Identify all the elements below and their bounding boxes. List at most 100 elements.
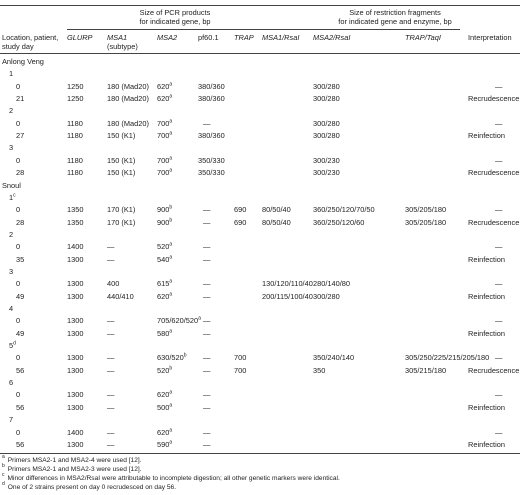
cell-glurp: 1300 (67, 316, 84, 326)
footnote: d One of 2 strains present on day 0 recru… (2, 480, 177, 491)
cell-pf60: — (203, 439, 211, 449)
cell-interp: Recrudescence (468, 217, 520, 227)
cell-msa1: 400 (107, 279, 120, 289)
cell-msa2: 705/620/520a (157, 315, 201, 326)
cell-interp: Recrudescence (468, 94, 520, 104)
cell-trap: 690 (234, 205, 247, 215)
cell-msa2: 700a (157, 155, 173, 165)
cell-msa1: 170 (K1) (107, 205, 136, 215)
restriction-group-rule (262, 29, 460, 30)
cell-glurp: 1300 (67, 402, 84, 412)
cell-msa2: 900b (157, 204, 173, 215)
cell-msa1r: 130/120/110/40 (262, 279, 313, 289)
table-bottom-rule (0, 453, 520, 455)
cell-glurp: 1400 (67, 427, 84, 437)
cell-glurp: 1350 (67, 205, 84, 215)
study-day: 0 (16, 155, 21, 165)
column-header: MSA1 (107, 33, 128, 42)
cell-msa2: 620a (157, 291, 173, 301)
cell-interp: Reinfection (468, 131, 505, 141)
cell-msa2r: 300/280 (313, 94, 340, 104)
cell-msa2r: 350 (313, 365, 326, 375)
cell-trap: 700 (234, 353, 247, 363)
cell-msa1: — (107, 242, 115, 252)
study-day: 49 (16, 328, 25, 338)
cell-msa1r: 80/50/40 (262, 205, 291, 215)
cell-trap: 690 (234, 217, 247, 227)
column-header: Interpretation (468, 33, 512, 42)
patient-label: 3 (9, 266, 14, 276)
study-day: 0 (16, 390, 21, 400)
cell-msa1r: 80/50/40 (262, 217, 291, 227)
cell-msa2r: 300/230 (313, 168, 340, 178)
cell-glurp: 1180 (67, 155, 83, 165)
study-day: 0 (16, 81, 21, 91)
cell-glurp: 1300 (67, 353, 84, 363)
cell-msa2r: 360/250/120/60 (313, 217, 365, 227)
cell-pf60: 350/330 (198, 168, 225, 178)
cell-msa2: 620a (157, 81, 173, 91)
cell-glurp: 1350 (67, 217, 84, 227)
cell-interp: Reinfection (468, 328, 505, 338)
cell-msa1: — (107, 390, 115, 400)
cell-interp: Reinfection (468, 439, 505, 449)
cell-interp: Recrudescence (468, 365, 520, 375)
section-label: Snoul (2, 180, 21, 190)
patient-label: 1 (9, 69, 14, 79)
column-header: pf60.1 (198, 33, 219, 42)
footnote: a Primers MSA2-1 and MSA2-4 were used [12… (2, 454, 142, 465)
study-day: 28 (16, 217, 25, 227)
cell-msa2: 620a (157, 389, 173, 400)
cell-msa1: — (107, 328, 115, 338)
header-location: study day (2, 42, 34, 51)
cell-msa2: 590a (157, 439, 173, 449)
cell-msa2: 700a (157, 167, 173, 178)
cell-interp: — (495, 427, 503, 437)
cell-msa2: 500a (157, 402, 173, 412)
cell-msa2r: 280/140/80 (313, 279, 350, 289)
cell-interp: — (495, 205, 503, 215)
cell-msa1: 440/410 (107, 291, 134, 301)
patient-label: 2 (9, 229, 14, 239)
cell-trap: 700 (234, 365, 247, 375)
cell-glurp: 1400 (67, 242, 84, 252)
cell-pf60: — (203, 390, 211, 400)
patient-label: 1c (9, 192, 16, 202)
cell-msa2r: 300/280 (313, 131, 340, 141)
cell-interp: Reinfection (468, 291, 505, 301)
header-group-pcr: for indicated gene, bp (139, 17, 211, 26)
header-group-restriction: for indicated gene and enzyme, bp (338, 17, 452, 26)
cell-pf60: — (203, 205, 211, 215)
cell-msa1: — (107, 402, 115, 412)
cell-msa2: 520b (157, 365, 173, 375)
cell-msa2: 580a (157, 328, 173, 338)
cell-pf60: — (203, 328, 211, 338)
cell-msa2r: 360/250/120/70/50 (313, 205, 375, 215)
study-day: 0 (16, 279, 21, 289)
cell-interp: — (495, 81, 503, 91)
cell-msa2: 620a (157, 93, 173, 104)
cell-trapt: 305/215/180 (405, 365, 447, 375)
cell-interp: — (495, 155, 503, 165)
cell-glurp: 1300 (67, 390, 84, 400)
cell-msa1: — (107, 439, 115, 449)
column-header: TRAP/TaqI (405, 33, 441, 42)
study-day: 0 (16, 205, 21, 215)
cell-msa2: 620a (157, 427, 173, 437)
column-header: TRAP (234, 33, 254, 42)
cell-interp: — (495, 118, 503, 128)
cell-pf60: — (203, 118, 211, 128)
study-day: 28 (16, 168, 25, 178)
cell-trapt: 305/205/180 (405, 205, 447, 215)
cell-msa1: — (107, 353, 115, 363)
cell-pf60: — (203, 402, 211, 412)
cell-glurp: 1300 (67, 365, 84, 375)
cell-glurp: 1300 (67, 279, 84, 289)
cell-msa1: 170 (K1) (107, 217, 136, 227)
cell-msa2r: 300/230 (313, 155, 340, 165)
cell-interp: Recrudescence (468, 168, 520, 178)
study-day: 56 (16, 439, 25, 449)
cell-glurp: 1180 (67, 118, 83, 128)
section-label: Anlong Veng (2, 57, 44, 66)
